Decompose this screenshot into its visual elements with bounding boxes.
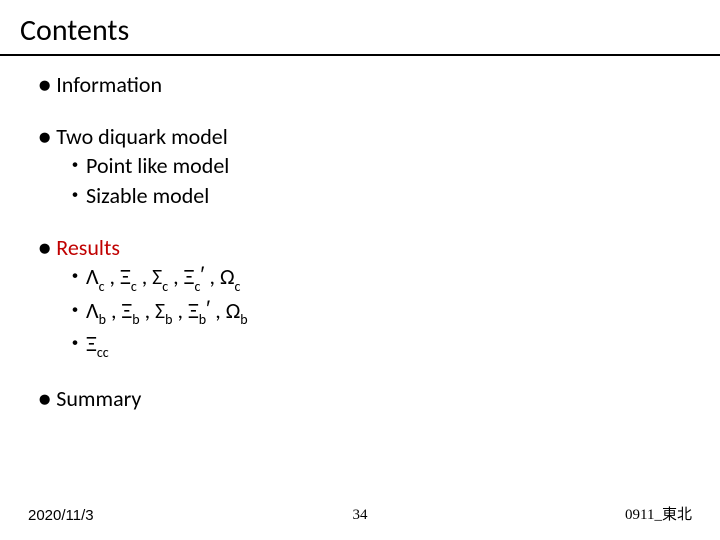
sep: , (205, 263, 220, 290)
bullet-summary: ● Summary (38, 384, 248, 414)
sub-point-like: ・Point like model (38, 151, 248, 181)
sub-bullet-icon: ・ (64, 331, 86, 356)
bullet-text: ● Two diquark model (38, 122, 248, 152)
sub-bottom-baryons: ・Λb , Ξb , Σb , Ξb′ , Ωb (38, 296, 248, 329)
sym-xi-prime: Ξ (188, 297, 199, 324)
bullet-text: ● Information (38, 70, 248, 100)
content-body: ● Information ● Two diquark model ・Point… (38, 70, 248, 436)
sym-xi: Ξ (86, 330, 97, 357)
sep: , (168, 263, 183, 290)
sym-sigma: Σ (155, 297, 165, 324)
sep: , (210, 297, 225, 324)
sub-cc: cc (97, 344, 109, 361)
bullet-results-head: ● Results (38, 233, 248, 263)
sub-bullet-icon: ・ (64, 153, 86, 178)
slide-title: Contents (20, 12, 129, 49)
title-underline (0, 54, 720, 56)
sub-bullet-icon: ・ (64, 298, 86, 323)
sub-c: c (99, 278, 105, 295)
prime-mark: ′ (206, 295, 210, 322)
sub-b: b (240, 311, 247, 328)
sub-bullet-icon: ・ (64, 264, 86, 289)
bullet-text: ● Summary (38, 384, 248, 414)
bullet-dot: ● (38, 234, 56, 261)
results-label: Results (56, 234, 120, 261)
sep: , (173, 297, 188, 324)
sym-omega: Ω (226, 297, 241, 324)
sym-xi: Ξ (121, 297, 132, 324)
sym-sigma: Σ (152, 263, 162, 290)
sep: , (105, 263, 120, 290)
sub-text: Point like model (86, 152, 229, 179)
sep: , (140, 297, 155, 324)
footer-label: 0911_東北 (625, 503, 692, 524)
sep: , (106, 297, 121, 324)
sub-xi-cc: ・Ξcc (38, 329, 248, 362)
bullet-two-diquark: ● Two diquark model ・Point like model ・S… (38, 122, 248, 211)
bullet-information: ● Information (38, 70, 248, 100)
sym-xi: Ξ (120, 263, 131, 290)
sub-b: b (132, 311, 139, 328)
sub-c: c (162, 278, 168, 295)
sub-sizable: ・Sizable model (38, 181, 248, 211)
sep: , (137, 263, 152, 290)
sub-c: c (235, 278, 241, 295)
sym-lambda: Λ (86, 263, 99, 290)
sym-omega: Ω (220, 263, 235, 290)
prime-mark: ′ (200, 261, 204, 288)
sub-b: b (99, 311, 106, 328)
slide: Contents ● Information ● Two diquark mod… (0, 0, 720, 540)
sym-lambda: Λ (86, 297, 99, 324)
sub-bullet-icon: ・ (64, 183, 86, 208)
sub-text: Sizable model (86, 182, 209, 209)
bullet-results: ● Results ・Λc , Ξc , Σc , Ξc′ , Ωc ・Λb ,… (38, 233, 248, 363)
footer-page-number: 34 (0, 507, 720, 524)
sub-b: b (165, 311, 172, 328)
sub-c: c (131, 278, 137, 295)
sym-xi-prime: Ξ (184, 263, 195, 290)
sub-charm-baryons: ・Λc , Ξc , Σc , Ξc′ , Ωc (38, 262, 248, 295)
